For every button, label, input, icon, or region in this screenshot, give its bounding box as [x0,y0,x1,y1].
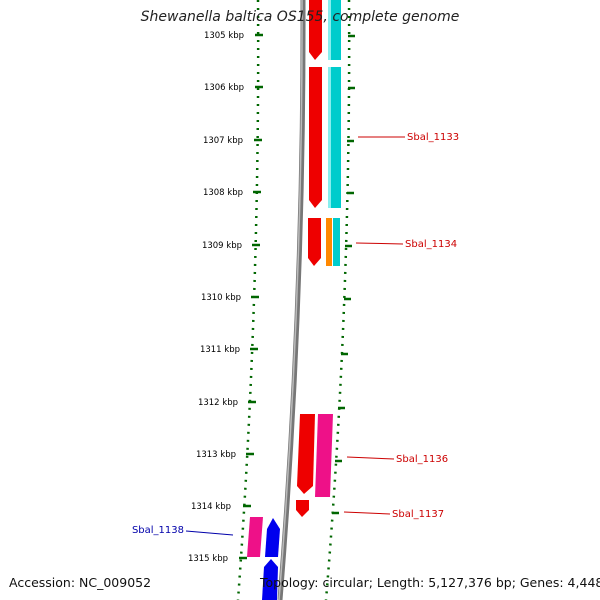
rna-feature-cyan[interactable] [333,218,340,266]
gene-feature-red[interactable] [296,500,309,517]
gene-feature-red[interactable] [309,67,322,208]
tick-label: 1313 kbp [196,450,236,460]
rna-feature-cyan[interactable] [328,67,341,208]
tick-label: 1312 kbp [198,398,238,408]
feature-track [247,0,341,600]
tick-label: 1305 kbp [204,31,244,41]
tick-label: 1314 kbp [191,502,231,512]
rna-feature-cyan-highlight [328,67,331,208]
tick-label: 1315 kbp [188,554,228,564]
rna-feature-pink[interactable] [247,517,263,557]
rna-feature-cyan[interactable] [328,0,341,60]
tick-label: 1311 kbp [200,345,240,355]
gene-label-sbal-1136[interactable]: Sbal_1136 [396,454,448,465]
ruler-ticks [239,33,355,560]
tick-label: 1306 kbp [204,83,244,93]
rna-feature-orange[interactable] [326,218,332,266]
gene-labels: Sbal_1133 Sbal_1134 Sbal_1136 Sbal_1137 … [132,132,459,536]
rna-feature-pink[interactable] [315,414,333,497]
genome-title: Shewanella baltica OS155, complete genom… [140,9,460,25]
tick-label: 1310 kbp [201,293,241,303]
accession-text: Accession: NC_009052 [9,575,152,590]
gene-feature-red[interactable] [309,0,322,60]
ruler-tick-labels: 1305 kbp 1306 kbp 1307 kbp 1308 kbp 1309… [188,31,244,564]
gene-label-sbal-1137[interactable]: Sbal_1137 [392,509,444,520]
gene-label-sbal-1134[interactable]: Sbal_1134 [405,239,457,250]
gene-feature-blue[interactable] [265,518,280,557]
rna-feature-cyan-highlight [328,0,331,60]
genome-backbone-highlight [278,0,303,600]
gene-label-sbal-1138[interactable]: Sbal_1138 [132,525,184,536]
gene-feature-blue[interactable] [262,559,278,600]
genome-backbone [277,0,306,600]
gene-feature-red[interactable] [297,414,315,494]
tick-label: 1308 kbp [203,188,243,198]
gene-label-sbal-1133[interactable]: Sbal_1133 [407,132,459,143]
tick-label: 1309 kbp [202,241,242,251]
gene-label-leaders [185,136,405,536]
tick-label: 1307 kbp [203,136,243,146]
genome-summary-text: Topology: circular; Length: 5,127,376 bp… [260,575,600,590]
gene-feature-red[interactable] [308,218,321,266]
